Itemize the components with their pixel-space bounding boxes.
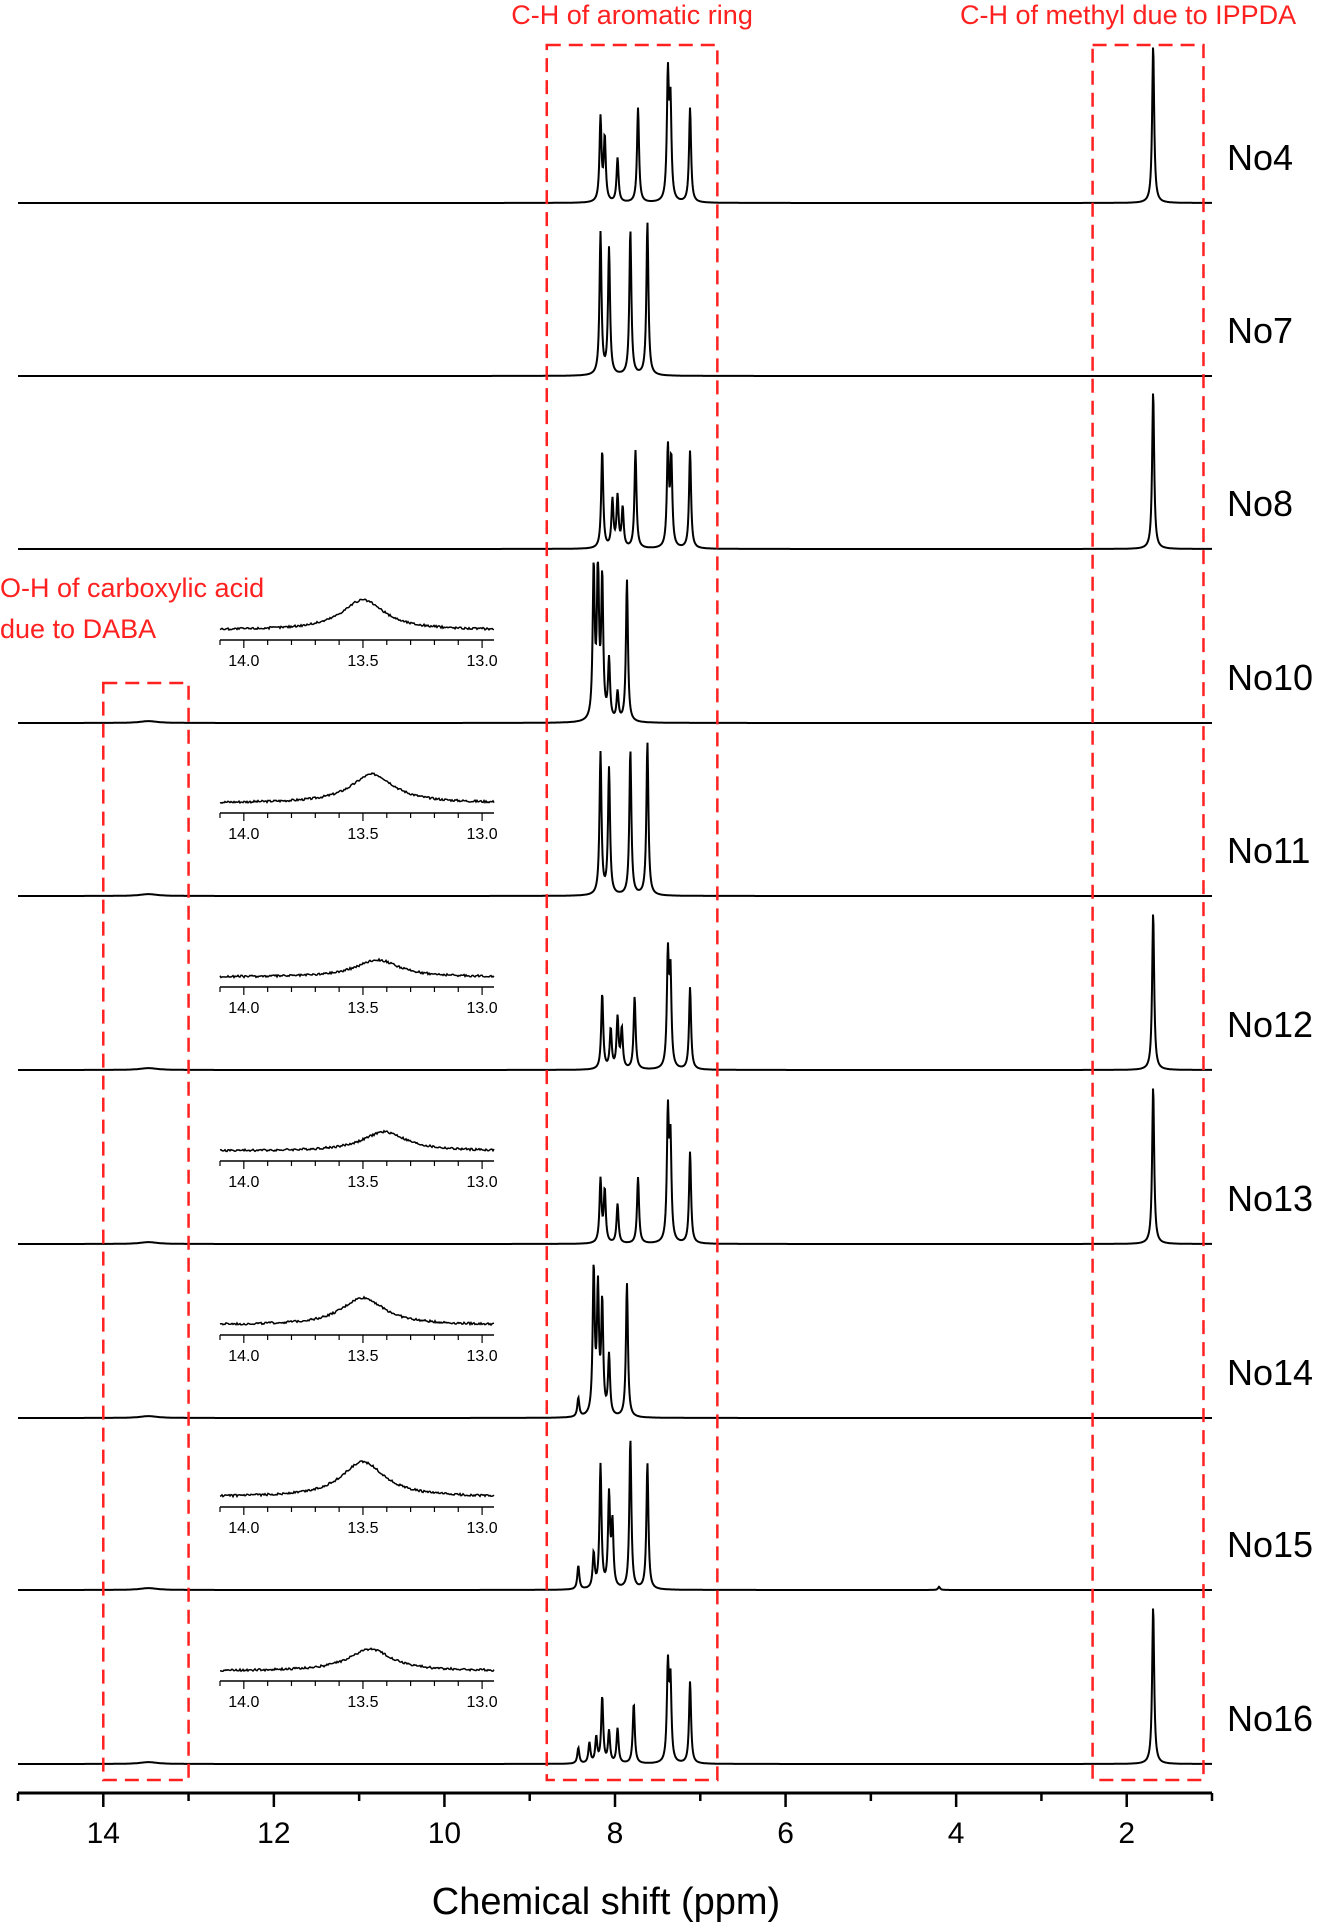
spectrum-label-no16: No16 [1227,1698,1313,1739]
x-tick-label: 2 [1118,1817,1135,1850]
inset-tick-label: 13.0 [467,653,498,670]
spectrum-trace-no11 [18,742,1212,897]
inset-no15: 14.0 13.5 13.0 [219,1460,498,1537]
inset-trace-no16 [220,1647,495,1673]
spectrum-trace-no14 [18,1264,1212,1419]
spectrum-no11: No11 [18,742,1310,897]
x-tick-label: 12 [257,1817,290,1850]
spectrum-label-no15: No15 [1227,1524,1313,1565]
carboxylic-acid-label: O-H of carboxylic acid [0,573,264,603]
inset-tick-label: 13.5 [347,1694,378,1711]
spectrum-no4: No4 [18,47,1293,204]
spectrum-trace-no4 [18,47,1212,204]
x-axis: 14 12 10 8 6 4 2 [16,1791,1214,1850]
inset-tick-label: 13.5 [347,653,378,670]
annotation-boxes: C-H of aromatic ring C-H of methyl due to… [0,0,1296,1782]
inset-tick-label: 14.0 [228,826,259,843]
inset-tick-label: 14.0 [228,1520,259,1537]
aromatic-ring-label: C-H of aromatic ring [511,0,753,30]
spectrum-trace-no8 [18,393,1212,550]
inset-no14: 14.0 13.5 13.0 [219,1295,498,1365]
x-tick-label: 14 [87,1817,120,1850]
methyl-box [1091,43,1205,1782]
inset-tick-label: 13.5 [347,1520,378,1537]
inset-tick-label: 14.0 [228,1348,259,1365]
spectrum-label-no4: No4 [1227,137,1293,178]
inset-tick-label: 13.5 [347,1174,378,1191]
inset-trace-no11 [219,772,495,805]
inset-tick-label: 14.0 [228,1694,259,1711]
inset-tick-label: 13.5 [347,1000,378,1017]
spectrum-label-no13: No13 [1227,1178,1313,1219]
spectrum-label-no10: No10 [1227,657,1313,698]
inset-tick-label: 14.0 [228,1174,259,1191]
inset-trace-no13 [219,1129,495,1153]
x-tick-label: 4 [948,1817,965,1850]
inset-tick-label: 13.0 [467,826,498,843]
inset-tick-label: 13.0 [467,1520,498,1537]
inset-trace-no15 [219,1460,495,1499]
x-tick-label: 6 [777,1817,794,1850]
inset-trace-no12 [219,957,495,979]
spectrum-no10: No10 [18,561,1313,724]
inset-tick-label: 13.0 [467,1694,498,1711]
inset-no11: 14.0 13.5 13.0 [219,772,498,843]
spectrum-label-no11: No11 [1227,830,1310,871]
spectrum-no16: No16 [18,1608,1313,1765]
spectrum-label-no12: No12 [1227,1004,1313,1045]
spectrum-label-no8: No8 [1227,483,1293,524]
spectrum-label-no14: No14 [1227,1352,1313,1393]
inset-tick-label: 13.5 [347,826,378,843]
spectrum-label-no7: No7 [1227,310,1293,351]
inset-trace-no10 [219,598,495,631]
spectrum-no13: No13 [18,1088,1313,1245]
x-tick-label: 8 [607,1817,624,1850]
inset-no10: 14.0 13.5 13.0 [219,598,498,670]
inset-tick-label: 14.0 [228,1000,259,1017]
spectrum-no15: No15 [18,1440,1313,1591]
inset-plots: 14.0 13.5 13.014.0 13.5 13.014.0 13.5 13.014.0… [219,598,498,1711]
inset-tick-label: 13.5 [347,1348,378,1365]
inset-tick-label: 13.0 [467,1348,498,1365]
carboxylic-acid-box [102,681,190,1782]
inset-tick-label: 14.0 [228,653,259,670]
spectrum-trace-no13 [18,1088,1212,1245]
spectrum-trace-no16 [18,1608,1212,1765]
spectrum-no8: No8 [18,393,1293,550]
inset-tick-label: 13.0 [467,1174,498,1191]
spectrum-trace-no10 [18,561,1212,724]
spectra-traces: No4 No7 No8 No10 No11 No12 No13 No14 No15 No16 [18,47,1313,1765]
spectrum-no12: No12 [18,914,1313,1071]
inset-no12: 14.0 13.5 13.0 [219,957,498,1017]
inset-tick-label: 13.0 [467,1000,498,1017]
methyl-label: C-H of methyl due to IPPDA [960,0,1296,30]
spectrum-trace-no15 [18,1440,1212,1591]
spectrum-no14: No14 [18,1264,1313,1419]
spectrum-trace-no12 [18,914,1212,1071]
inset-no16: 14.0 13.5 13.0 [219,1647,498,1711]
spectrum-no7: No7 [18,222,1293,377]
inset-no13: 14.0 13.5 13.0 [219,1129,498,1191]
x-tick-label: 10 [428,1817,461,1850]
inset-trace-no14 [219,1295,495,1327]
x-axis-label: Chemical shift (ppm) [432,1881,780,1923]
carboxylic-acid-label-line2: due to DABA [0,614,156,644]
aromatic-ring-box [545,43,719,1782]
spectrum-trace-no7 [18,222,1212,377]
